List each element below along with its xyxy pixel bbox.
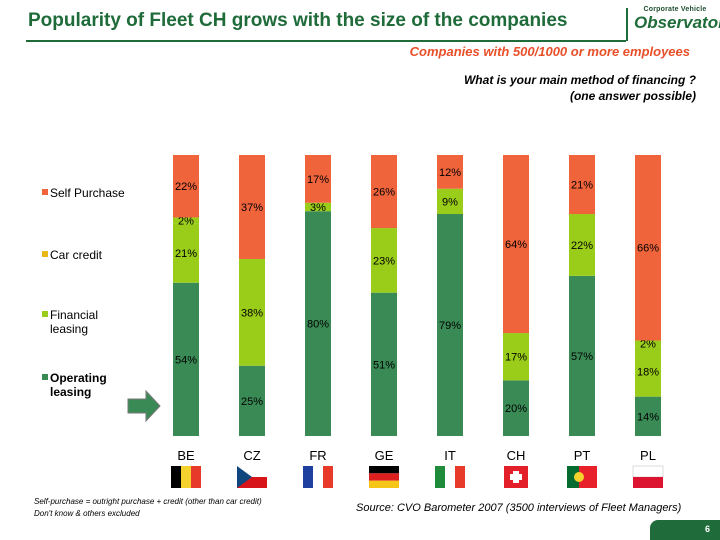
- logo-line1: Corporate Vehicle: [643, 6, 707, 13]
- bar-ge-self-purchase: [371, 155, 397, 229]
- legend-label: Financial leasing: [50, 308, 99, 336]
- data-label-be-car-credit: 2%: [178, 215, 194, 227]
- bar-ch-self-purchase: [503, 155, 529, 334]
- legend-label: Self Purchase: [50, 186, 125, 200]
- bar-ch-operating-leasing: [503, 380, 529, 436]
- data-label-ge-operating-leasing: 51%: [373, 359, 395, 371]
- legend-swatch: [42, 311, 48, 317]
- data-label-ch-operating-leasing: 20%: [505, 403, 527, 415]
- bar-be-operating-leasing: [173, 282, 199, 436]
- data-label-pt-self-purchase: 21%: [571, 180, 593, 192]
- page-number: 6: [704, 524, 710, 534]
- category-label-pl: PL: [640, 448, 656, 463]
- data-label-ch-self-purchase: 64%: [505, 239, 527, 251]
- logo: Corporate Vehicle Observatory: [634, 6, 720, 40]
- legend-self-purchase: Self Purchase: [42, 186, 125, 200]
- footnote: Self-purchase = outright purchase + cred…: [34, 496, 262, 520]
- bar-cz-financial-leasing: [239, 258, 265, 366]
- question: What is your main method of financing ? …: [366, 72, 696, 104]
- bar-pt-financial-leasing: [569, 214, 595, 276]
- data-label-ge-self-purchase: 26%: [373, 187, 395, 199]
- arrow-right-icon: [127, 389, 161, 423]
- bar-fr-operating-leasing: [305, 211, 331, 436]
- question-line1: What is your main method of financing ?: [463, 73, 696, 87]
- category-label-pt: PT: [574, 448, 591, 463]
- bar-pl-self-purchase: [635, 155, 661, 341]
- legend-swatch: [42, 251, 48, 257]
- bar-ch-financial-leasing: [503, 333, 529, 381]
- data-label-pl-car-credit: 2%: [640, 338, 656, 350]
- logo-line2: Observatory: [634, 13, 720, 32]
- category-label-ge: GE: [375, 448, 394, 463]
- category-label-cz: CZ: [243, 448, 260, 463]
- bar-fr-self-purchase: [305, 155, 331, 203]
- bar-be-car-credit: [173, 217, 199, 224]
- legend-label: Car credit: [50, 248, 103, 262]
- flag-cz-icon: [237, 466, 267, 488]
- data-label-be-operating-leasing: 54%: [175, 354, 197, 366]
- legend-financial-leasing: Financial leasing: [42, 308, 120, 336]
- data-label-cz-operating-leasing: 25%: [241, 396, 263, 408]
- data-label-fr-operating-leasing: 80%: [307, 319, 329, 331]
- page-title: Popularity of Fleet CH grows with the si…: [28, 10, 568, 31]
- flag-pl-icon: [632, 465, 664, 488]
- legend-label: Operating leasing: [50, 371, 107, 399]
- category-label-be: BE: [177, 448, 195, 463]
- flag-it-icon: [435, 466, 465, 488]
- legend-operating-leasing: Operating leasing: [42, 371, 120, 399]
- data-label-pl-operating-leasing: 14%: [637, 411, 659, 423]
- flag-be-icon: [171, 466, 201, 488]
- bar-ge-operating-leasing: [371, 292, 397, 436]
- bar-pl-financial-leasing: [635, 346, 661, 397]
- data-label-it-self-purchase: 12%: [439, 167, 461, 179]
- subtitle: Companies with 500/1000 or more employee…: [409, 44, 690, 59]
- data-label-pt-financial-leasing: 22%: [571, 240, 593, 252]
- data-label-ge-financial-leasing: 23%: [373, 255, 395, 267]
- bar-it-financial-leasing: [437, 188, 463, 215]
- data-label-be-self-purchase: 22%: [175, 181, 197, 193]
- title-divider: [26, 40, 626, 42]
- bar-it-self-purchase: [437, 155, 463, 189]
- bar-ge-financial-leasing: [371, 228, 397, 293]
- bar-pl-car-credit: [635, 340, 661, 347]
- category-label-it: IT: [444, 448, 456, 463]
- data-label-pl-self-purchase: 66%: [637, 243, 659, 255]
- data-label-fr-self-purchase: 17%: [307, 174, 329, 186]
- bar-pt-self-purchase: [569, 155, 595, 215]
- data-label-ch-financial-leasing: 17%: [505, 352, 527, 364]
- data-label-it-financial-leasing: 9%: [442, 196, 458, 208]
- flag-ge-icon: [369, 466, 399, 488]
- category-label-fr: FR: [309, 448, 326, 463]
- bar-it-operating-leasing: [437, 214, 463, 436]
- title-divider-vertical: [626, 8, 628, 41]
- bar-be-financial-leasing: [173, 223, 199, 283]
- footnote-line2: Don't know & others excluded: [34, 509, 140, 518]
- data-label-it-operating-leasing: 79%: [439, 320, 461, 332]
- page-number-box: 6: [650, 520, 720, 540]
- bar-be-self-purchase: [173, 155, 199, 218]
- legend-car-credit: Car credit: [42, 248, 103, 262]
- data-label-fr-car-credit: 3%: [310, 202, 326, 214]
- data-label-pl-financial-leasing: 18%: [637, 366, 659, 378]
- bar-cz-operating-leasing: [239, 365, 265, 436]
- flag-pt-icon: [567, 466, 597, 488]
- bar-pl-operating-leasing: [635, 396, 661, 436]
- data-label-pt-operating-leasing: 57%: [571, 351, 593, 363]
- stacked-bar-chart: 54% 21% 2% 22% BE 25% 38% 37% CZ 80% 3% 17% FR 51% 23%…: [171, 155, 664, 488]
- data-label-be-financial-leasing: 21%: [175, 248, 197, 260]
- flag-ch-icon: [504, 466, 528, 488]
- legend-swatch: [42, 189, 48, 195]
- data-label-cz-self-purchase: 37%: [241, 202, 263, 214]
- bar-pt-operating-leasing: [569, 275, 595, 436]
- question-line2: (one answer possible): [569, 89, 696, 103]
- legend-swatch: [42, 374, 48, 380]
- source-note: Source: CVO Barometer 2007 (3500 intervi…: [356, 502, 682, 514]
- footnote-line1: Self-purchase = outright purchase + cred…: [34, 497, 262, 506]
- flag-fr-icon: [303, 466, 333, 488]
- bar-fr-car-credit: [305, 202, 331, 212]
- data-label-cz-financial-leasing: 38%: [241, 307, 263, 319]
- category-label-ch: CH: [507, 448, 526, 463]
- bar-cz-self-purchase: [239, 155, 265, 259]
